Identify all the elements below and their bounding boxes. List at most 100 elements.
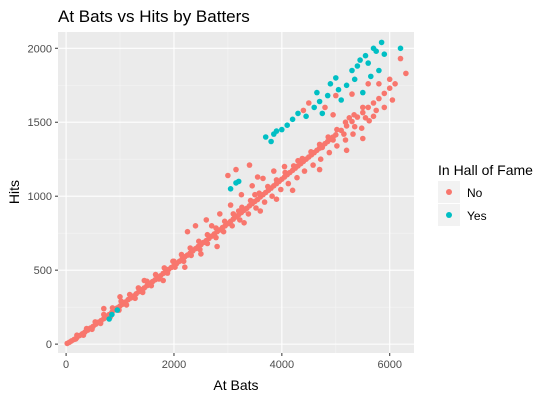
point-no: [187, 245, 193, 251]
point-no: [188, 252, 194, 259]
point-no: [330, 137, 336, 143]
point-no: [213, 225, 219, 231]
point-no: [322, 104, 328, 111]
point-no: [80, 332, 87, 339]
point-yes: [319, 110, 326, 117]
point-yes: [295, 110, 301, 117]
point-yes: [365, 60, 372, 66]
point-no: [376, 95, 382, 102]
point-no: [317, 156, 324, 162]
point-no: [389, 97, 396, 103]
point-no: [319, 144, 326, 151]
point-no: [148, 282, 155, 289]
x-tick-label: 0: [63, 359, 69, 371]
point-no: [301, 168, 308, 174]
point-no: [204, 240, 211, 247]
point-no: [370, 100, 377, 106]
point-no: [97, 320, 104, 327]
point-no: [343, 147, 350, 154]
point-no: [342, 119, 349, 125]
point-no: [178, 251, 185, 258]
point-no: [349, 91, 355, 97]
point-no: [123, 302, 130, 308]
point-no: [333, 92, 339, 99]
point-no: [403, 70, 409, 77]
point-no: [203, 217, 210, 223]
point-no: [196, 238, 202, 245]
point-yes: [289, 116, 296, 123]
point-no: [254, 174, 261, 180]
point-no: [346, 115, 353, 121]
point-yes: [268, 138, 274, 145]
y-tick-label: 2000: [28, 43, 52, 55]
point-no: [365, 104, 372, 111]
y-tick-label: 500: [34, 265, 52, 277]
x-tick-label: 6000: [377, 359, 401, 371]
point-no: [334, 126, 340, 133]
point-no: [271, 168, 277, 174]
point-no: [89, 326, 95, 333]
point-yes: [360, 89, 366, 96]
x-tick-label: 2000: [162, 359, 186, 371]
point-no: [204, 231, 211, 238]
point-no: [172, 264, 178, 271]
point-no: [241, 220, 247, 226]
point-yes: [114, 307, 121, 313]
point-no: [273, 177, 280, 183]
legend-key-no: [446, 189, 452, 195]
point-yes: [335, 86, 342, 93]
point-no: [245, 211, 252, 217]
point-yes: [262, 134, 269, 140]
point-no: [365, 81, 372, 87]
point-no: [370, 113, 377, 120]
y-tick-label: 1000: [28, 191, 52, 203]
point-no: [273, 196, 280, 202]
point-no: [381, 104, 388, 111]
point-no: [197, 246, 203, 253]
point-no: [217, 211, 223, 217]
point-no: [392, 81, 398, 87]
point-yes: [351, 76, 358, 83]
point-no: [373, 107, 380, 114]
legend-title: In Hall of Fame: [438, 162, 533, 178]
point-no: [334, 143, 340, 149]
point-yes: [106, 316, 112, 322]
point-no: [252, 191, 258, 198]
point-no: [182, 264, 188, 271]
point-yes: [343, 82, 350, 89]
point-no: [386, 85, 393, 91]
point-yes: [354, 63, 361, 69]
x-tick-label: 4000: [270, 359, 294, 371]
point-yes: [349, 67, 355, 74]
point-yes: [235, 178, 242, 185]
point-no: [282, 169, 288, 176]
point-yes: [333, 75, 339, 81]
point-no: [289, 187, 296, 194]
point-yes: [271, 131, 277, 137]
point-yes: [327, 81, 334, 87]
point-no: [366, 118, 373, 124]
point-yes: [227, 186, 234, 192]
point-yes: [314, 89, 320, 96]
point-no: [269, 193, 275, 199]
point-no: [161, 265, 168, 271]
point-no: [295, 157, 301, 164]
point-no: [152, 271, 159, 278]
point-no: [164, 270, 171, 276]
point-no: [360, 104, 366, 111]
point-no: [397, 55, 404, 62]
point-no: [126, 291, 133, 298]
axes: 0 2000 4000 6000 0 500 1000 1500 2000: [28, 43, 402, 371]
point-no: [192, 223, 199, 229]
legend-label-no: No: [467, 186, 483, 200]
point-no: [220, 228, 227, 235]
point-no: [386, 76, 393, 83]
y-tick-label: 1500: [28, 117, 52, 129]
point-no: [257, 208, 264, 214]
point-no: [285, 180, 292, 187]
point-no: [300, 107, 307, 114]
point-yes: [311, 104, 318, 111]
point-no: [184, 228, 191, 235]
point-no: [325, 134, 332, 140]
point-no: [221, 218, 228, 225]
